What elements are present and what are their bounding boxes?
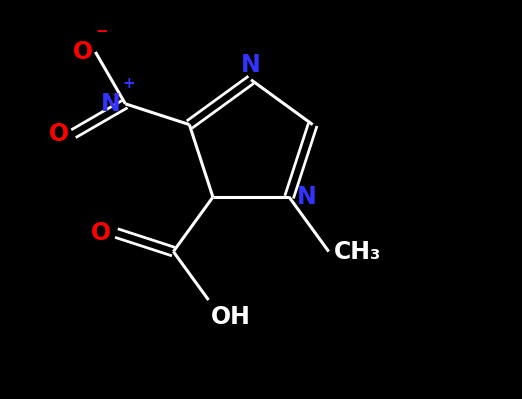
Text: N: N [241, 53, 261, 77]
Text: N: N [101, 92, 121, 116]
Text: CH₃: CH₃ [334, 239, 381, 264]
Text: O: O [91, 221, 111, 245]
Text: N: N [296, 185, 316, 209]
Text: +: + [123, 76, 136, 91]
Text: O: O [49, 122, 68, 146]
Text: O: O [73, 40, 93, 64]
Text: −: − [96, 24, 108, 40]
Text: OH: OH [211, 305, 251, 329]
